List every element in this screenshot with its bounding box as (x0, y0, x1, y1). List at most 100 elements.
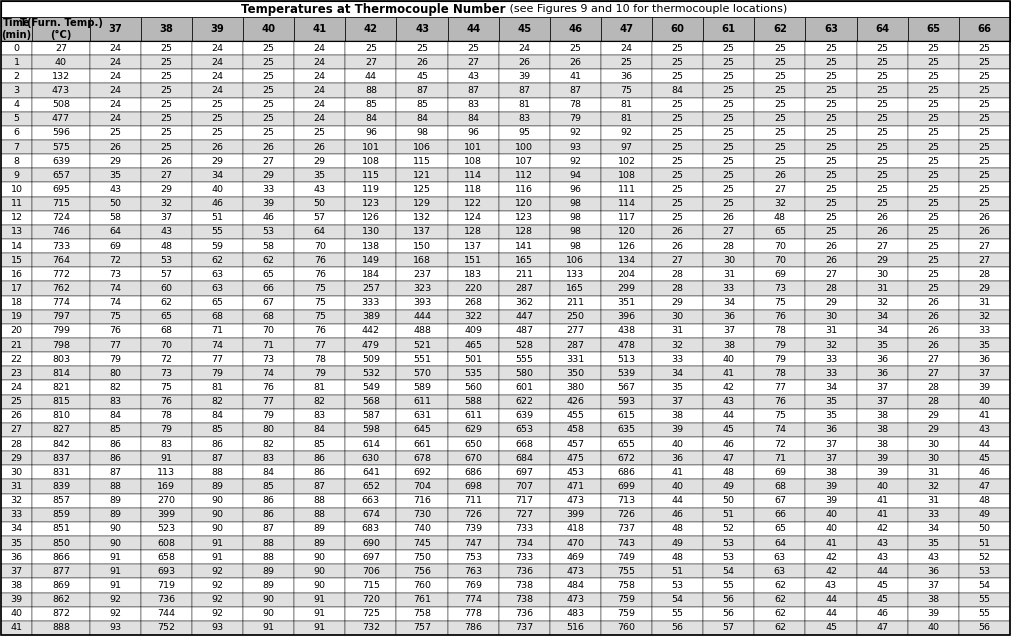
Bar (908, 310, 958, 324)
Text: 715: 715 (362, 581, 380, 590)
Bar (652, 253, 704, 267)
Text: 25: 25 (671, 44, 683, 53)
Text: 114: 114 (618, 199, 636, 208)
Text: 44: 44 (825, 595, 837, 604)
Bar (346, 112, 396, 126)
Text: 730: 730 (412, 510, 431, 519)
Text: 53: 53 (671, 581, 683, 590)
Bar (141, 112, 192, 126)
Text: 9: 9 (14, 171, 19, 180)
Bar (550, 211, 601, 225)
Bar (601, 466, 652, 480)
Text: 25: 25 (263, 100, 275, 109)
Text: 49: 49 (671, 539, 683, 548)
Text: 763: 763 (464, 567, 482, 576)
Text: 322: 322 (464, 312, 482, 321)
Bar (550, 310, 601, 324)
Bar (652, 366, 704, 380)
Bar (346, 211, 396, 225)
Bar (141, 140, 192, 154)
Text: 32: 32 (773, 199, 786, 208)
Text: 8: 8 (14, 156, 19, 166)
Bar (498, 17, 550, 41)
Text: 693: 693 (158, 567, 176, 576)
Bar (346, 267, 396, 281)
Text: 35: 35 (10, 539, 22, 548)
Bar (958, 380, 1010, 394)
Text: 51: 51 (671, 567, 683, 576)
Bar (192, 140, 243, 154)
Bar (141, 423, 192, 437)
Text: 695: 695 (52, 185, 70, 194)
Text: 473: 473 (566, 496, 584, 505)
Bar (141, 593, 192, 607)
Text: 25: 25 (877, 114, 889, 123)
Bar (601, 607, 652, 621)
Text: 24: 24 (211, 86, 223, 95)
Text: 72: 72 (161, 355, 173, 364)
Bar (346, 140, 396, 154)
Bar (754, 310, 806, 324)
Text: 25: 25 (161, 72, 173, 81)
Text: 24: 24 (109, 58, 121, 67)
Text: 42: 42 (364, 24, 378, 34)
Text: 30: 30 (877, 270, 889, 279)
Text: 25: 25 (723, 58, 735, 67)
Text: 30: 30 (671, 312, 683, 321)
Text: 96: 96 (569, 185, 581, 194)
Bar (32, 69, 90, 83)
Bar (550, 154, 601, 169)
Text: 45: 45 (979, 453, 991, 463)
Text: 25: 25 (825, 72, 837, 81)
Bar (192, 578, 243, 593)
Bar (498, 437, 550, 451)
Bar (498, 423, 550, 437)
Text: 39: 39 (927, 609, 939, 618)
Text: 26: 26 (519, 58, 531, 67)
Bar (90, 409, 141, 423)
Bar (704, 394, 754, 409)
Bar (550, 69, 601, 83)
Text: 842: 842 (52, 439, 70, 448)
Bar (908, 55, 958, 69)
Text: 734: 734 (516, 539, 534, 548)
Text: 555: 555 (516, 355, 533, 364)
Text: 63: 63 (211, 284, 223, 293)
Bar (448, 451, 498, 466)
Bar (601, 338, 652, 352)
Text: 124: 124 (464, 213, 482, 223)
Bar (346, 97, 396, 112)
Text: 26: 26 (161, 156, 173, 166)
Text: 39: 39 (877, 453, 889, 463)
Text: 39: 39 (210, 24, 224, 34)
Text: 70: 70 (774, 256, 786, 265)
Bar (90, 253, 141, 267)
Bar (958, 281, 1010, 296)
Text: 115: 115 (413, 156, 431, 166)
Text: 36: 36 (621, 72, 633, 81)
Text: 15: 15 (11, 256, 22, 265)
Bar (346, 480, 396, 494)
Text: 68: 68 (211, 312, 223, 321)
Bar (856, 140, 908, 154)
Text: 749: 749 (618, 553, 636, 562)
Text: 39: 39 (263, 199, 275, 208)
Text: 63: 63 (773, 553, 786, 562)
Bar (32, 211, 90, 225)
Text: 89: 89 (263, 581, 275, 590)
Text: 40: 40 (11, 609, 22, 618)
Bar (958, 536, 1010, 550)
Bar (958, 83, 1010, 97)
Bar (498, 211, 550, 225)
Text: 323: 323 (412, 284, 431, 293)
Text: 48: 48 (671, 525, 683, 534)
Text: 25: 25 (979, 72, 991, 81)
Bar (704, 607, 754, 621)
Bar (141, 338, 192, 352)
Text: 27: 27 (979, 256, 991, 265)
Text: 34: 34 (927, 525, 939, 534)
Bar (141, 126, 192, 140)
Text: 81: 81 (313, 383, 326, 392)
Bar (346, 69, 396, 83)
Text: 88: 88 (263, 539, 275, 548)
